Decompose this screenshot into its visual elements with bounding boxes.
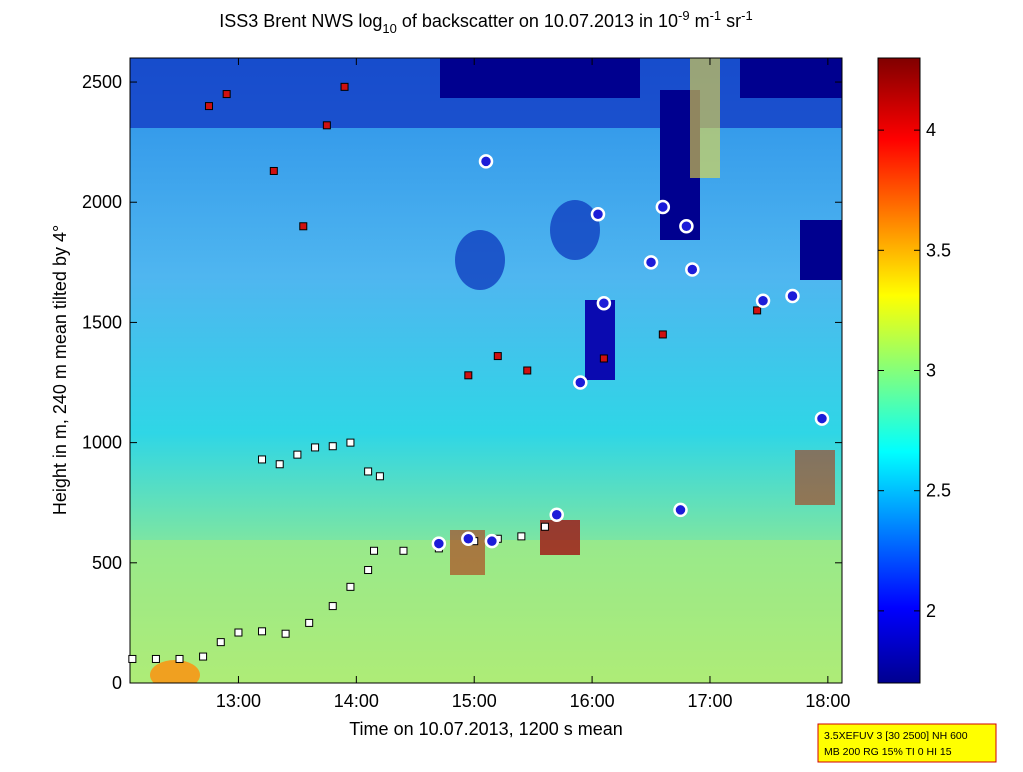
title-part: ISS3 Brent NWS log xyxy=(219,11,382,31)
point xyxy=(755,293,771,309)
colorbar xyxy=(877,57,921,684)
point xyxy=(517,532,526,541)
point xyxy=(281,629,290,638)
point xyxy=(311,443,320,452)
point xyxy=(590,207,606,222)
point xyxy=(464,371,473,380)
point xyxy=(364,566,373,575)
point xyxy=(222,90,231,99)
point xyxy=(596,295,612,311)
colorbar-tick-label: 3 xyxy=(926,361,936,381)
annotation: 3.5XEFUV 3 [30 2500] NH 600 xyxy=(824,730,968,742)
y-tick-label: 2000 xyxy=(82,192,122,212)
point xyxy=(814,411,830,426)
point xyxy=(258,627,267,636)
point xyxy=(679,219,694,234)
point xyxy=(322,121,331,130)
point xyxy=(234,628,243,637)
y-tick-label: 0 xyxy=(112,673,122,693)
point xyxy=(461,531,476,547)
point xyxy=(346,438,355,447)
point xyxy=(549,507,564,522)
point xyxy=(305,618,314,627)
annotation-box xyxy=(817,723,997,763)
point xyxy=(364,467,373,476)
point xyxy=(375,472,384,481)
point xyxy=(573,375,588,390)
x-axis-label: Time on 10.07.2013, 1200 s mean xyxy=(349,719,623,739)
point xyxy=(478,154,494,169)
point xyxy=(540,522,549,531)
y-tick-label: 1000 xyxy=(82,433,122,453)
title-sup: -1 xyxy=(710,8,722,23)
colorbar-tick-label: 2.5 xyxy=(926,481,951,501)
point xyxy=(175,654,184,663)
y-tick-label: 500 xyxy=(92,553,122,573)
x-tick-label: 16:00 xyxy=(570,691,615,711)
x-tick-label: 18:00 xyxy=(805,691,850,711)
point xyxy=(493,352,502,361)
y-axis-label: Height in m, 240 m mean tilted by 4° xyxy=(50,225,70,515)
point xyxy=(328,602,337,611)
point xyxy=(655,199,671,215)
title-sup: -9 xyxy=(678,8,690,23)
chart-title: ISS3 Brent NWS log10 of backscatter on 1… xyxy=(219,8,752,36)
title-sub: 10 xyxy=(382,21,396,36)
backscatter-field xyxy=(130,58,842,683)
point xyxy=(269,166,278,175)
point xyxy=(299,222,308,231)
title-part: sr xyxy=(721,11,741,31)
point xyxy=(151,654,160,663)
x-tick-label: 15:00 xyxy=(452,691,497,711)
point xyxy=(293,450,302,459)
point xyxy=(275,460,284,469)
plot-frame xyxy=(129,57,843,684)
point xyxy=(216,638,225,647)
point xyxy=(753,306,762,315)
point xyxy=(673,502,688,518)
point xyxy=(204,102,213,111)
title-part: of backscatter on 10.07.2013 in 10 xyxy=(397,11,678,31)
point xyxy=(340,82,349,91)
point xyxy=(258,455,267,464)
point xyxy=(431,536,447,551)
colorbar-tick-label: 4 xyxy=(926,120,936,140)
y-tick-label: 2500 xyxy=(82,72,122,92)
point xyxy=(484,533,500,549)
x-tick-label: 14:00 xyxy=(334,691,379,711)
y-tick-label: 1500 xyxy=(82,312,122,332)
colorbar-tick-label: 2 xyxy=(926,601,936,621)
x-tick-label: 17:00 xyxy=(687,691,732,711)
x-tick-label: 13:00 xyxy=(216,691,261,711)
title-part: m xyxy=(690,11,710,31)
point xyxy=(128,654,137,663)
point xyxy=(685,262,700,277)
point xyxy=(346,582,355,591)
annotation: MB 200 RG 15% TI 0 HI 15 xyxy=(824,746,952,758)
title-sup: -1 xyxy=(741,8,753,23)
colorbar-tick-label: 3.5 xyxy=(926,240,951,260)
point xyxy=(599,354,608,363)
point xyxy=(523,366,532,375)
point xyxy=(399,546,408,555)
point xyxy=(370,546,379,555)
point xyxy=(785,288,800,304)
point xyxy=(328,442,337,451)
point xyxy=(643,255,659,270)
point xyxy=(199,652,208,661)
point xyxy=(658,330,667,339)
